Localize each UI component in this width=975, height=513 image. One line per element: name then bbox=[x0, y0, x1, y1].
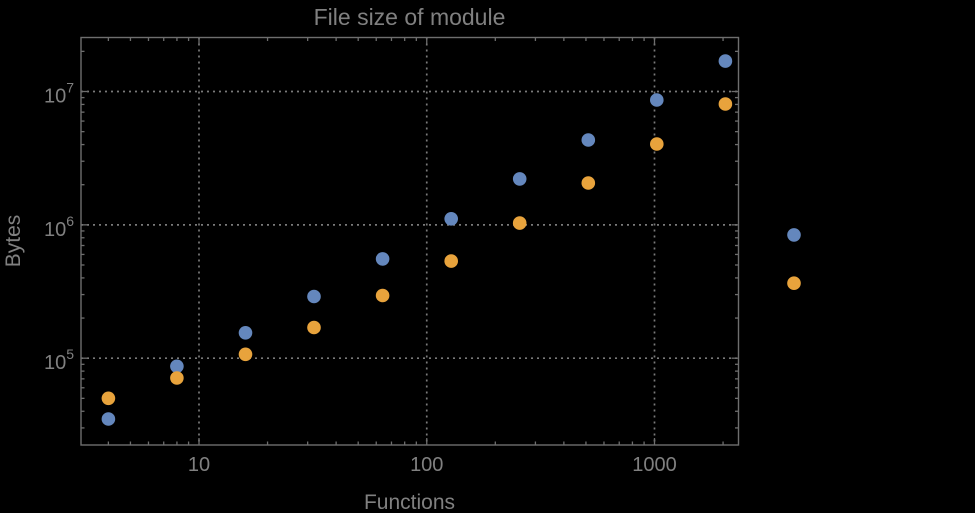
axis-ticks bbox=[81, 37, 739, 445]
data-point-series-2-orange bbox=[444, 254, 459, 268]
plot-frame bbox=[80, 36, 740, 446]
data-point-series-2-orange bbox=[581, 176, 596, 190]
data-point-series-2-orange bbox=[307, 320, 321, 335]
y-tick-label: 105 bbox=[44, 346, 74, 374]
data-point-series-1-blue bbox=[375, 252, 390, 266]
data-point-series-1-blue bbox=[512, 172, 527, 186]
y-tick-labels: 105 106 107 bbox=[44, 80, 74, 375]
data-point-series-1-blue bbox=[718, 54, 733, 68]
data-point-series-1-blue bbox=[581, 133, 596, 147]
y-tick-label: 107 bbox=[44, 80, 74, 108]
x-tick-label: 10 bbox=[188, 454, 210, 476]
data-points bbox=[101, 54, 801, 426]
data-point-series-1-blue bbox=[238, 326, 253, 340]
data-point-series-2-orange bbox=[787, 276, 801, 291]
y-tick-label: 106 bbox=[44, 213, 74, 241]
x-tick-labels: 10 100 1000 bbox=[188, 454, 677, 476]
data-point-series-2-orange bbox=[718, 97, 733, 111]
data-point-series-2-orange bbox=[512, 216, 527, 230]
data-point-series-1-blue bbox=[101, 412, 116, 426]
data-point-series-2-orange bbox=[170, 371, 184, 385]
data-point-series-1-blue bbox=[650, 93, 664, 107]
data-point-series-1-blue bbox=[170, 359, 184, 374]
data-point-series-1-blue bbox=[787, 228, 801, 242]
data-point-series-1-blue bbox=[307, 289, 321, 304]
x-tick-label: 100 bbox=[410, 454, 443, 476]
data-point-series-2-orange bbox=[101, 391, 116, 406]
data-point-series-2-orange bbox=[238, 347, 253, 362]
data-point-series-2-orange bbox=[375, 288, 390, 303]
x-tick-label: 1000 bbox=[632, 454, 677, 476]
data-point-series-2-orange bbox=[650, 137, 664, 151]
chart-title: File size of module bbox=[314, 4, 506, 30]
y-axis-label: Bytes bbox=[2, 215, 25, 268]
data-point-series-1-blue bbox=[444, 212, 459, 226]
x-axis-label: Functions bbox=[364, 491, 455, 513]
